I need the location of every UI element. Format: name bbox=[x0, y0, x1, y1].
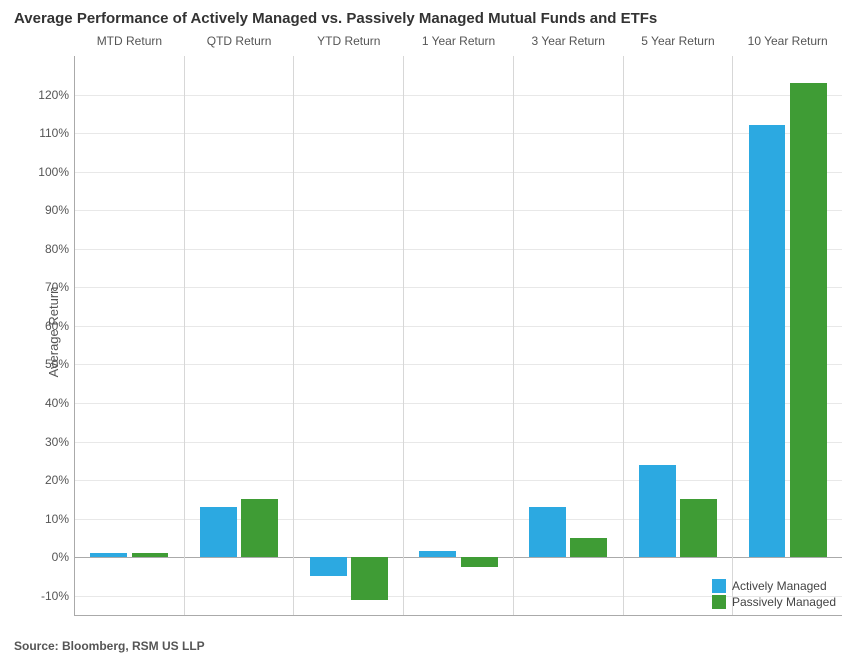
y-tick-label: 10% bbox=[45, 512, 69, 526]
y-tick-label: 50% bbox=[45, 357, 69, 371]
y-tick-label: 20% bbox=[45, 473, 69, 487]
bars bbox=[75, 56, 184, 615]
plot-area: -10%0%10%20%30%40%50%60%70%80%90%100%110… bbox=[74, 56, 842, 616]
legend-swatch-passive bbox=[712, 595, 726, 609]
bars bbox=[294, 56, 403, 615]
bar-passive bbox=[351, 557, 388, 599]
bar-active bbox=[529, 507, 566, 557]
panel-title: YTD Return bbox=[294, 34, 403, 48]
panel-title: 10 Year Return bbox=[733, 34, 842, 48]
y-tick-label: 80% bbox=[45, 242, 69, 256]
bar-passive bbox=[790, 83, 827, 557]
legend-label-active: Actively Managed bbox=[732, 579, 827, 593]
bar-passive bbox=[461, 557, 498, 567]
bar-active bbox=[419, 551, 456, 557]
panel-title: QTD Return bbox=[185, 34, 294, 48]
bars bbox=[733, 56, 842, 615]
panel-title: 5 Year Return bbox=[624, 34, 733, 48]
panels: MTD ReturnQTD ReturnYTD Return1 Year Ret… bbox=[75, 56, 842, 615]
legend-item-passive: Passively Managed bbox=[712, 595, 836, 609]
legend-swatch-active bbox=[712, 579, 726, 593]
y-tick-label: 30% bbox=[45, 435, 69, 449]
legend-item-active: Actively Managed bbox=[712, 579, 836, 593]
bar-active bbox=[639, 465, 676, 558]
panel: QTD Return bbox=[185, 56, 295, 615]
source-caption: Source: Bloomberg, RSM US LLP bbox=[14, 639, 205, 653]
bar-passive bbox=[680, 499, 717, 557]
bars bbox=[514, 56, 623, 615]
bar-passive bbox=[241, 499, 278, 557]
panel: MTD Return bbox=[75, 56, 185, 615]
chart-container: Average Performance of Actively Managed … bbox=[0, 0, 856, 663]
y-tick-label: 60% bbox=[45, 319, 69, 333]
bar-passive bbox=[132, 553, 169, 557]
y-tick-label: -10% bbox=[41, 589, 69, 603]
panel-title: MTD Return bbox=[75, 34, 184, 48]
panel: 10 Year Return bbox=[733, 56, 842, 615]
y-tick-label: 40% bbox=[45, 396, 69, 410]
y-tick-label: 120% bbox=[38, 88, 69, 102]
bars bbox=[624, 56, 733, 615]
panel: 1 Year Return bbox=[404, 56, 514, 615]
legend-label-passive: Passively Managed bbox=[732, 595, 836, 609]
bar-active bbox=[749, 125, 786, 557]
bar-active bbox=[90, 553, 127, 557]
legend: Actively Managed Passively Managed bbox=[712, 577, 836, 609]
bars bbox=[404, 56, 513, 615]
y-tick-label: 70% bbox=[45, 280, 69, 294]
y-tick-label: 110% bbox=[39, 126, 69, 140]
bar-active bbox=[310, 557, 347, 576]
bars bbox=[185, 56, 294, 615]
panel-title: 3 Year Return bbox=[514, 34, 623, 48]
panel: YTD Return bbox=[294, 56, 404, 615]
bar-passive bbox=[570, 538, 607, 557]
y-tick-label: 0% bbox=[52, 550, 69, 564]
y-tick-label: 90% bbox=[45, 203, 69, 217]
panel-title: 1 Year Return bbox=[404, 34, 513, 48]
y-tick-label: 100% bbox=[38, 165, 69, 179]
chart-title: Average Performance of Actively Managed … bbox=[14, 10, 657, 27]
bar-active bbox=[200, 507, 237, 557]
panel: 5 Year Return bbox=[624, 56, 734, 615]
panel: 3 Year Return bbox=[514, 56, 624, 615]
